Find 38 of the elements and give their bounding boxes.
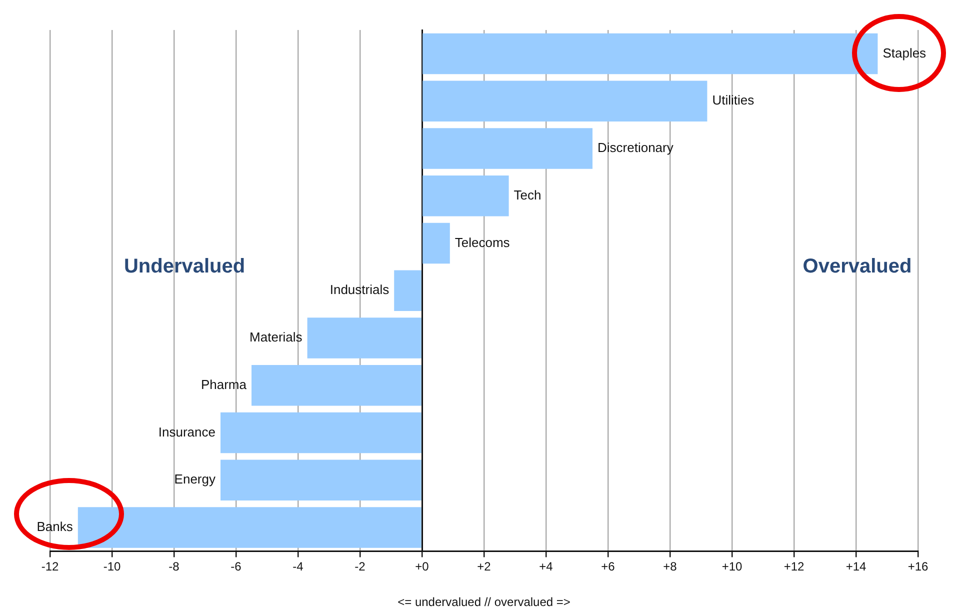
y-tick-label: Industrials — [330, 282, 390, 298]
x-tick-label: -10 — [103, 560, 121, 574]
bar — [220, 460, 422, 500]
x-tick-label: -12 — [41, 560, 59, 574]
bar — [422, 80, 708, 122]
x-tick-label: +4 — [539, 560, 554, 574]
bar — [422, 222, 450, 264]
x-tick-label: -4 — [292, 560, 304, 574]
y-tick-label: Utilities — [712, 92, 755, 108]
bar — [307, 318, 422, 358]
annotation: Overvalued — [802, 255, 912, 278]
y-tick-label: Staples — [882, 45, 927, 60]
y-tick-label: Discretionary — [598, 140, 674, 156]
x-tick-label: -2 — [354, 560, 366, 574]
x-tick-label: +14 — [846, 560, 866, 574]
x-tick-label: -8 — [168, 560, 180, 574]
x-tick-label: +6 — [601, 560, 616, 574]
y-tick-label: Telecoms — [454, 234, 510, 250]
bar — [422, 128, 592, 169]
x-tick-label: +8 — [663, 560, 678, 574]
bar — [422, 175, 509, 216]
y-tick-label: Insurance — [158, 424, 216, 440]
y-tick-label: Pharma — [200, 376, 248, 392]
x-tick-label: +0 — [415, 560, 430, 574]
y-tick-label: Materials — [250, 330, 303, 345]
x-axis-title: <= undervalued // overvalued => — [398, 595, 570, 610]
x-tick-label: +10 — [722, 560, 742, 574]
x-tick-label: +12 — [784, 560, 804, 574]
annotation: Undervalued — [124, 255, 246, 278]
y-tick-label: Tech — [514, 187, 542, 202]
y-tick-label: Banks — [36, 519, 74, 534]
y-tick-label: Energy — [174, 472, 216, 487]
x-tick-label: +16 — [908, 560, 928, 574]
bar — [252, 364, 422, 406]
bar — [394, 270, 422, 311]
x-tick-label: -6 — [230, 560, 242, 574]
bar — [220, 412, 422, 454]
x-tick-label: +2 — [477, 560, 492, 574]
